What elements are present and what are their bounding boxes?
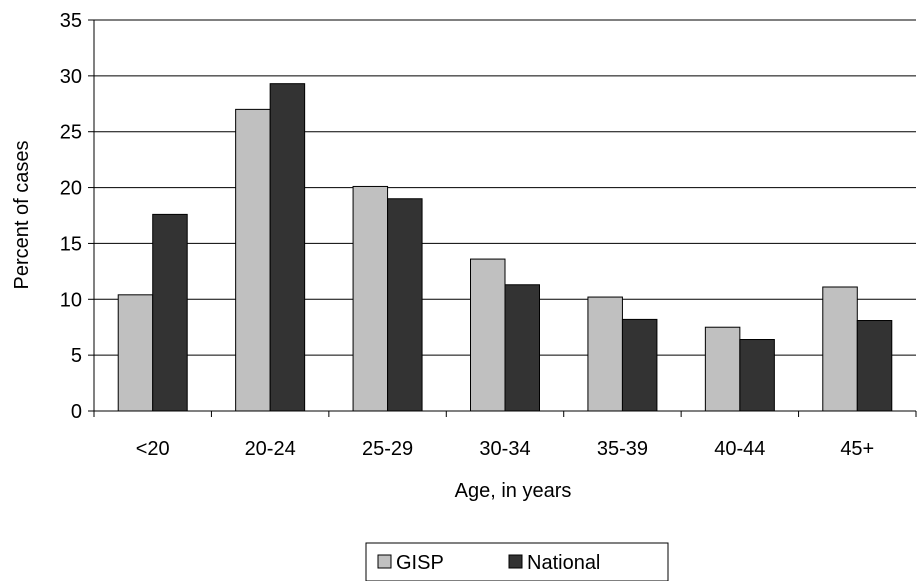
y-tick-label: 15 xyxy=(60,233,82,255)
y-tick-label: 30 xyxy=(60,66,82,88)
legend-label-national: National xyxy=(527,552,600,574)
bar-national-5 xyxy=(739,339,775,412)
legend-label-gisp: GISP xyxy=(396,552,444,574)
bar-gisp-4 xyxy=(587,296,623,412)
x-axis-label: Age, in years xyxy=(455,480,572,502)
bar-gisp-2 xyxy=(352,185,389,412)
y-tick-label: 10 xyxy=(60,289,82,311)
bar-national-4 xyxy=(621,318,658,412)
y-tick-label: 0 xyxy=(71,401,82,423)
bar-national-3 xyxy=(504,284,540,412)
x-tick-label: 45+ xyxy=(840,438,874,460)
y-tick-label: 35 xyxy=(60,10,82,32)
x-ticks: <20 20-24 25-29 30-34 35-39 40-44 45+ xyxy=(93,411,917,460)
bar-gisp-6 xyxy=(822,286,858,412)
y-tick-label: 5 xyxy=(71,345,82,367)
x-tick-label: 35-39 xyxy=(597,438,648,460)
y-tick-label: 25 xyxy=(60,122,82,144)
x-tick-label: 20-24 xyxy=(245,438,296,460)
bars xyxy=(117,83,893,412)
bar-gisp-3 xyxy=(470,258,506,412)
bar-gisp-0 xyxy=(117,294,154,412)
y-axis-label: Percent of cases xyxy=(11,141,33,290)
bar-national-1 xyxy=(269,83,306,412)
x-tick-label: <20 xyxy=(136,438,170,460)
x-tick-label: 30-34 xyxy=(479,438,530,460)
legend: GISP National xyxy=(365,542,669,581)
legend-swatch-gisp xyxy=(377,554,392,569)
gridlines xyxy=(94,19,916,356)
bar-national-2 xyxy=(387,198,423,412)
bar-gisp-1 xyxy=(235,108,271,412)
bar-gisp-5 xyxy=(704,326,741,412)
bar-national-6 xyxy=(856,320,893,412)
y-tick-label: 20 xyxy=(60,178,82,200)
legend-swatch-national xyxy=(508,554,523,569)
y-ticks: 0 5 10 15 20 25 30 35 xyxy=(60,10,94,423)
bar-national-0 xyxy=(152,213,188,412)
x-tick-label: 40-44 xyxy=(714,438,765,460)
x-tick-label: 25-29 xyxy=(362,438,413,460)
